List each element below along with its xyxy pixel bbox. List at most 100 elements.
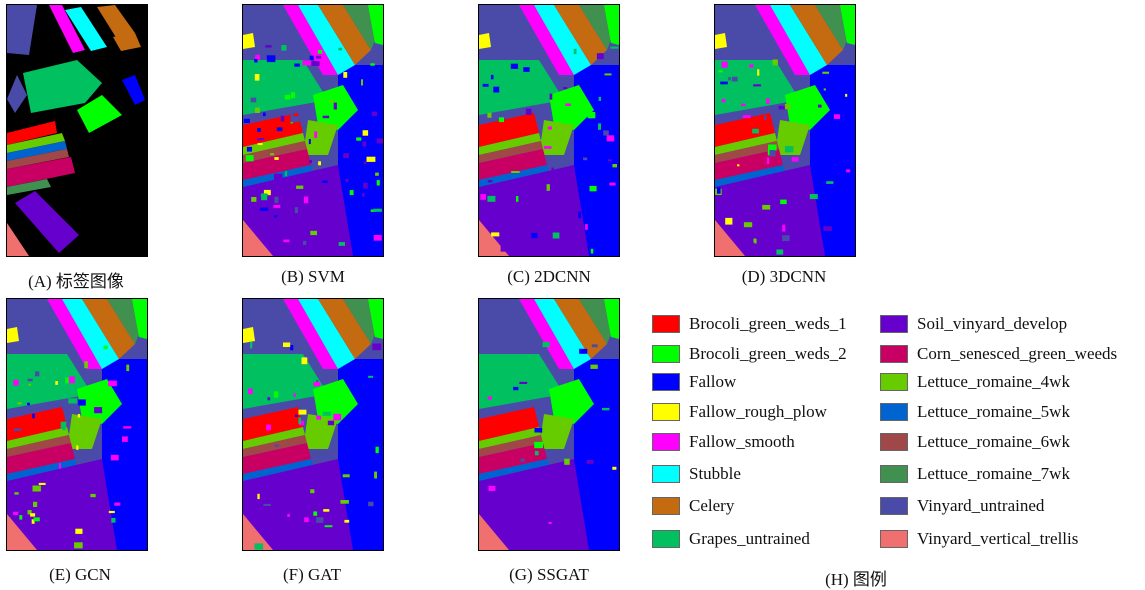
region-celery (554, 5, 607, 65)
noise-speckle (78, 399, 86, 406)
noise-speckle (362, 130, 369, 136)
legend-item: Brocoli_green_weds_1 (652, 312, 847, 336)
region-trellis (7, 514, 37, 550)
noise-speckle (551, 167, 554, 173)
noise-speckle (367, 137, 376, 142)
noise-speckle (370, 209, 376, 212)
region-stubble (770, 5, 827, 75)
noise-speckle (329, 99, 334, 103)
noise-speckle (749, 235, 753, 241)
noise-speckle (251, 197, 257, 202)
noise-speckle (32, 413, 35, 419)
noise-speckle (316, 422, 321, 427)
noise-speckle (363, 161, 367, 165)
legend-swatch (652, 465, 680, 483)
noise-speckle (490, 74, 494, 80)
noise-speckle (324, 525, 333, 528)
legend-item: Brocoli_green_weds_2 (652, 342, 847, 366)
noise-speckle (310, 230, 317, 236)
noise-speckle (720, 81, 728, 85)
legend-item: Vinyard_vertical_trellis (880, 527, 1078, 551)
legend-swatch (652, 315, 680, 333)
noise-speckle (784, 103, 791, 110)
noise-speckle (263, 503, 271, 506)
map-image-c (479, 5, 619, 256)
noise-speckle (315, 517, 324, 523)
noise-speckle (314, 131, 318, 138)
noise-speckle (764, 115, 767, 120)
noise-speckle (513, 386, 519, 391)
noise-speckle (555, 344, 561, 349)
region-soil (15, 191, 79, 253)
noise-speckle (283, 342, 291, 347)
legend-label: Lettuce_romaine_4wk (917, 372, 1070, 391)
region-stubble (534, 5, 591, 75)
noise-speckle (84, 361, 88, 369)
noise-speckle (591, 240, 599, 244)
noise-speckle (290, 345, 294, 351)
noise-speckle (753, 238, 757, 243)
region-stubble (62, 299, 119, 369)
region-lettuce-4wk (479, 133, 541, 155)
noise-speckle (573, 48, 577, 55)
noise-speckle (284, 171, 288, 177)
noise-speckle (823, 226, 832, 231)
region-lettuce-5wk (243, 459, 313, 481)
noise-speckle (266, 424, 272, 431)
noise-speckle (520, 458, 525, 462)
region-celery (554, 299, 607, 359)
noise-speckle (340, 500, 349, 504)
region-lettuce-7wk (7, 179, 51, 195)
noise-speckle (482, 83, 489, 87)
noise-speckle (276, 127, 283, 132)
noise-speckle (721, 61, 728, 68)
noise-speckle (316, 380, 319, 384)
noise-speckle (768, 144, 777, 151)
noise-speckle (590, 248, 594, 254)
noise-speckle (262, 112, 266, 117)
noise-speckle (261, 193, 268, 201)
noise-speckle (845, 93, 848, 97)
legend-label: Vinyard_vertical_trellis (917, 529, 1079, 548)
noise-speckle (753, 84, 761, 87)
noise-speckle (274, 157, 279, 160)
region-lettuce-6wk (243, 141, 307, 163)
noise-speckle (480, 194, 486, 200)
caption-a: (A) 标签图像 (28, 272, 124, 291)
noise-speckle (362, 193, 365, 197)
legend-label: Brocoli_green_weds_1 (689, 314, 847, 333)
noise-speckle (19, 515, 23, 520)
region-grapes (715, 60, 800, 115)
legend-item: Lettuce_romaine_7wk (880, 462, 1070, 486)
noise-speckle (274, 444, 279, 447)
caption-f: (F) GAT (282, 565, 342, 584)
noise-speckle (718, 70, 723, 73)
legend-item: Stubble (652, 462, 741, 486)
noise-speckle (596, 53, 604, 60)
region-lettuce-4wk (243, 427, 305, 449)
noise-speckle (293, 393, 296, 397)
noise-speckle (534, 441, 543, 449)
region-fallow-smooth (283, 299, 338, 369)
noise-speckle (245, 155, 254, 162)
region-lettuce-6wk (479, 141, 543, 163)
noise-speckle (589, 185, 597, 192)
noise-speckle (552, 232, 560, 239)
noise-speckle (743, 222, 753, 228)
noise-speckle (543, 146, 552, 149)
region-brocoli-2 (604, 5, 619, 45)
noise-speckle (362, 115, 367, 119)
noise-speckle (519, 381, 528, 384)
noise-speckle (531, 232, 538, 239)
noise-speckle (603, 130, 609, 136)
region-lettuce-5wk (479, 459, 549, 481)
noise-speckle (246, 146, 252, 152)
caption-e: (E) GCN (49, 565, 111, 584)
noise-speckle (791, 157, 799, 162)
legend-label: Lettuce_romaine_6wk (917, 432, 1070, 451)
noise-speckle (563, 87, 568, 90)
noise-speckle (324, 473, 334, 476)
noise-speckle (349, 132, 356, 139)
caption-g: (G) SSGAT (509, 565, 589, 584)
region-corn (243, 443, 311, 474)
